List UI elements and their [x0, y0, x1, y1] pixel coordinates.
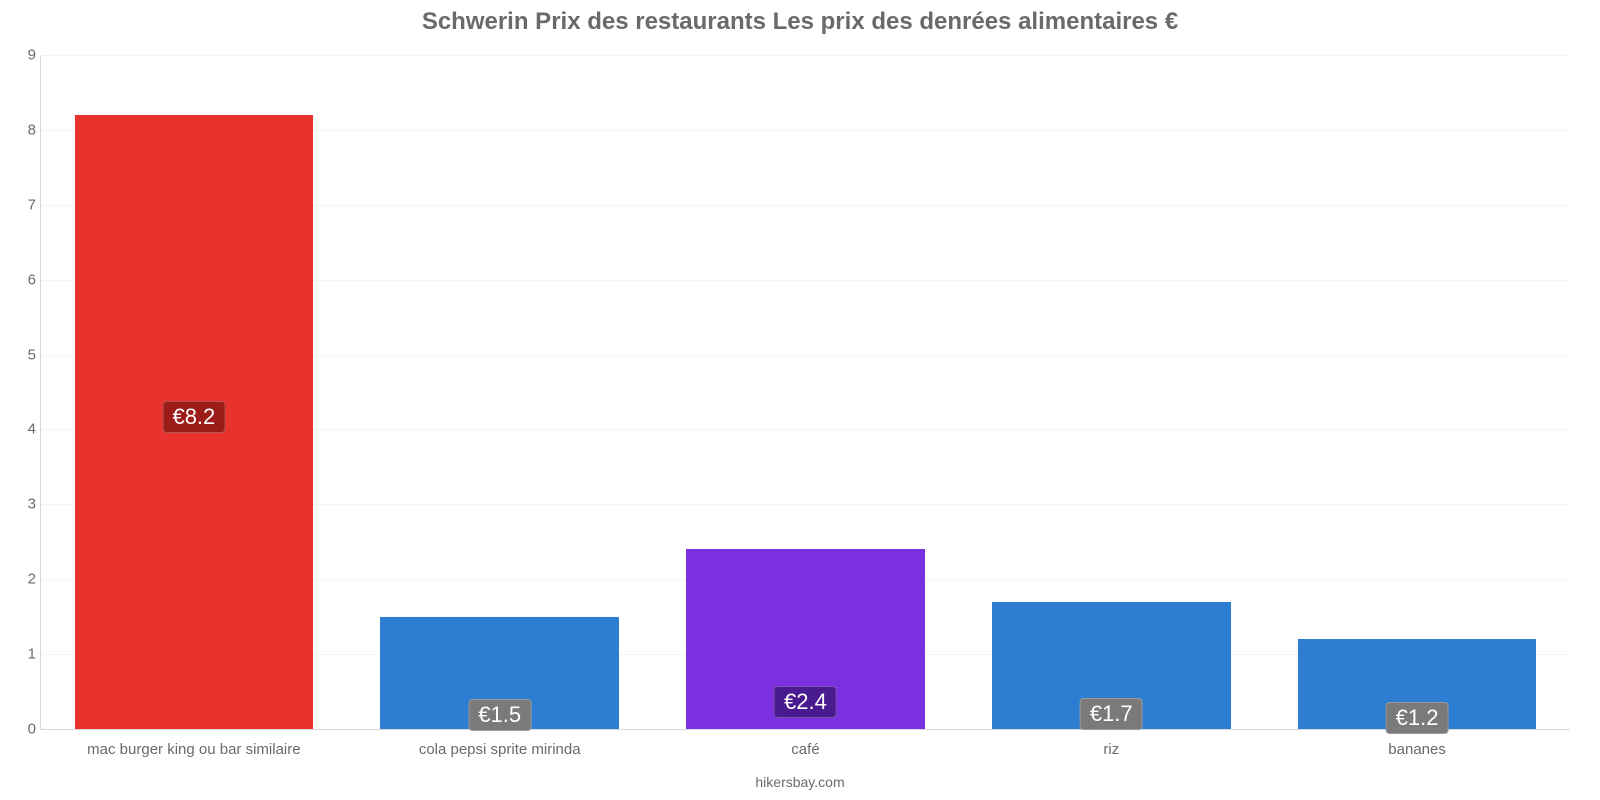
y-tick-label: 6	[21, 271, 36, 288]
bar-value-label: €2.4	[774, 686, 837, 718]
x-tick-label: mac burger king ou bar similaire	[87, 729, 300, 758]
bar-value-label: €1.5	[468, 699, 531, 731]
y-tick-label: 8	[21, 121, 36, 138]
y-tick-label: 7	[21, 196, 36, 213]
plot-area: 0123456789€8.2mac burger king ou bar sim…	[40, 55, 1570, 730]
x-tick-label: bananes	[1388, 729, 1446, 758]
x-tick-label: café	[791, 729, 819, 758]
bar-slot: €8.2mac burger king ou bar similaire	[41, 55, 347, 729]
bar-slot: €1.5cola pepsi sprite mirinda	[347, 55, 653, 729]
y-tick-label: 3	[21, 496, 36, 513]
price-bar-chart: Schwerin Prix des restaurants Les prix d…	[0, 0, 1600, 800]
x-tick-label: riz	[1103, 729, 1119, 758]
bar-slot: €1.2bananes	[1264, 55, 1570, 729]
bar-slot: €2.4café	[653, 55, 959, 729]
bar: €8.2	[75, 115, 314, 729]
chart-title: Schwerin Prix des restaurants Les prix d…	[0, 8, 1600, 36]
y-tick-label: 0	[21, 721, 36, 738]
y-tick-label: 5	[21, 346, 36, 363]
y-tick-label: 9	[21, 47, 36, 64]
bar: €1.2	[1298, 639, 1537, 729]
bar-slot: €1.7riz	[958, 55, 1264, 729]
bar-value-label: €1.7	[1080, 698, 1143, 730]
y-tick-label: 1	[21, 646, 36, 663]
bar: €1.7	[992, 602, 1231, 729]
x-tick-label: cola pepsi sprite mirinda	[419, 729, 581, 758]
y-tick-label: 2	[21, 571, 36, 588]
y-tick-label: 4	[21, 421, 36, 438]
bar: €2.4	[686, 549, 925, 729]
chart-footer: hikersbay.com	[0, 774, 1600, 790]
bar: €1.5	[380, 617, 619, 729]
bar-value-label: €8.2	[162, 401, 225, 433]
